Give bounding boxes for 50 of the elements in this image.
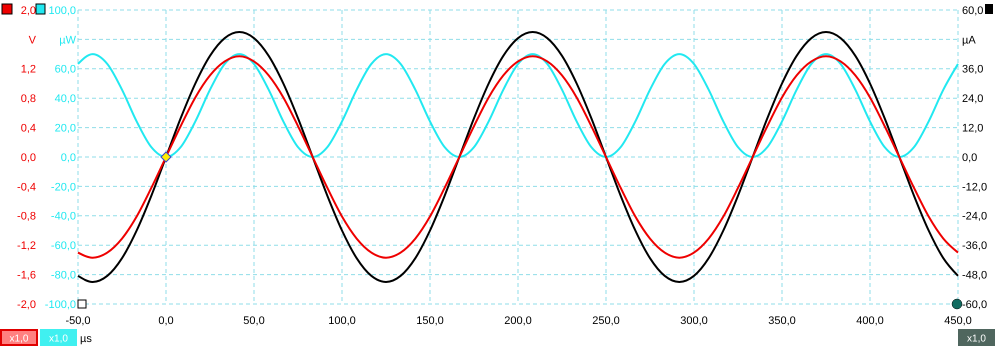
y2-tick-label: 60,0	[962, 4, 984, 17]
y-tick-label: 2,0	[20, 4, 36, 17]
y-tick-label: -0,4	[17, 181, 36, 194]
y3-tick-label: 0,0	[60, 152, 76, 164]
y-tick-label: -0,8	[17, 210, 36, 223]
x-tick-label: 150,0	[416, 314, 444, 327]
y3-tick-label: -80,0	[50, 269, 76, 282]
x-tick-label: 250,0	[592, 314, 620, 327]
y2-tick-label: -12,0	[962, 181, 988, 194]
y2-axis-title: µA	[962, 34, 976, 46]
x-tick-label: 450,0	[944, 314, 972, 327]
y2-tick-label: 36,0	[962, 64, 984, 76]
y3-tick-label: -60,0	[50, 240, 76, 252]
x-tick-label: 100,0	[328, 314, 356, 327]
y3-tick-label: 100,0	[48, 4, 76, 17]
line-series	[77, 55, 959, 259]
x-tick-label: -50,0	[65, 314, 91, 327]
y-tick-label: -2,0	[17, 298, 36, 311]
y3-tick-label: -40,0	[50, 210, 76, 223]
y3-tick-label: 60,0	[54, 64, 76, 76]
y2-tick-label: 0,0	[962, 152, 978, 164]
y2-tick-label: 24,0	[962, 93, 984, 106]
y2-tick-label: 12,0	[962, 122, 984, 134]
y3-tick-label: 20,0	[54, 122, 76, 134]
y-tick-label: -1,6	[17, 269, 36, 282]
text: x1,0	[967, 334, 986, 344]
text: x1,0	[49, 334, 68, 344]
x-axis-title: µs	[80, 332, 92, 345]
x-tick-label: 200,0	[504, 314, 532, 327]
y2-tick-label: -60,0	[962, 298, 988, 311]
y-tick-label: 0,0	[20, 152, 36, 164]
y3-tick-label: -100,0	[44, 298, 76, 311]
line-series	[77, 31, 959, 283]
y-tick-label: 0,8	[20, 93, 36, 106]
y3-tick-label: -20,0	[50, 181, 76, 194]
x-tick-label: 0,0	[158, 314, 174, 327]
x-tick-label: 350,0	[768, 314, 796, 327]
y-tick-label: 0,4	[20, 122, 36, 134]
x-tick-label: 300,0	[680, 314, 708, 327]
y2-tick-label: -48,0	[962, 269, 988, 282]
text: x1,0	[10, 334, 29, 344]
y3-tick-label: 40,0	[54, 93, 76, 106]
y-axis-title: V	[28, 34, 37, 46]
y-tick-label: 1,2	[20, 64, 36, 76]
y3-axis-title: µW	[59, 34, 77, 46]
y-tick-label: -1,2	[17, 240, 36, 252]
x-tick-label: 50,0	[243, 314, 265, 327]
y2-tick-label: -36,0	[962, 240, 988, 252]
y2-tick-label: -24,0	[962, 210, 988, 223]
x-tick-label: 400,0	[856, 314, 884, 327]
